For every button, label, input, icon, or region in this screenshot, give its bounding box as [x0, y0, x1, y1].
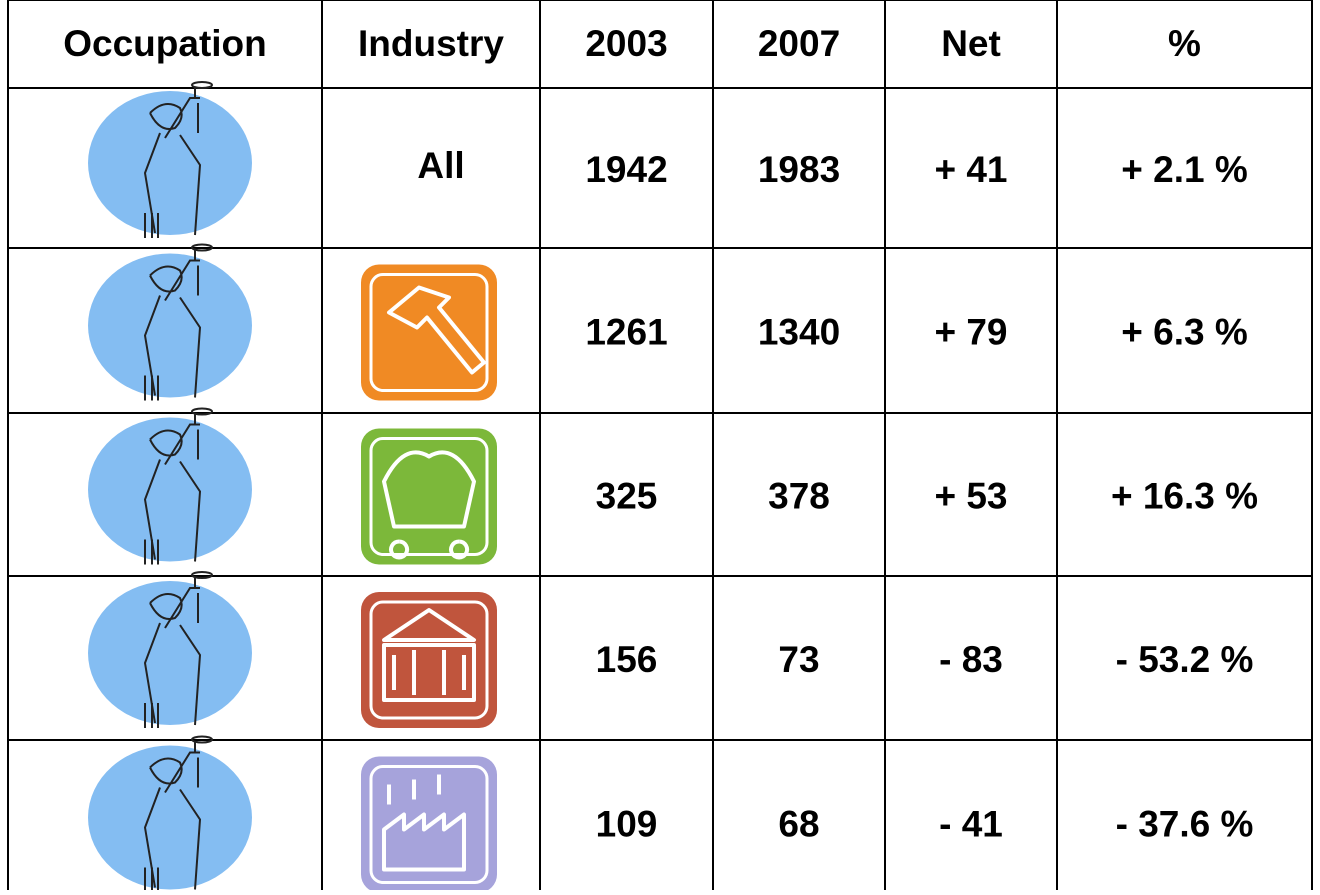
industry-icon	[361, 592, 497, 728]
icon-backdrop	[88, 418, 252, 562]
industry-icon	[361, 429, 497, 565]
page: {"table": { "header": ["Occupation", "In…	[0, 0, 1320, 890]
data-cell: - 41	[939, 803, 1003, 844]
header-cell: Occupation	[63, 23, 267, 64]
occupation-icon	[88, 409, 252, 565]
data-cell: 1942	[585, 149, 667, 190]
data-cell: 325	[596, 475, 658, 516]
icon-hat	[192, 409, 212, 415]
header-cell: 2007	[758, 23, 840, 64]
data-cell: 1261	[585, 311, 667, 352]
data-cell: - 37.6 %	[1116, 803, 1254, 844]
icon-tile	[361, 265, 497, 401]
data-cell: 68	[778, 803, 819, 844]
industry-cell: All	[417, 145, 464, 186]
data-cell: 156	[596, 639, 658, 680]
industry-icon	[361, 757, 497, 891]
icon-backdrop	[88, 91, 252, 235]
data-cell: + 2.1 %	[1121, 149, 1248, 190]
table: Occupation Industry 2003 2007 Net% All 1942 198…	[0, 0, 1320, 890]
icon-tile	[361, 429, 497, 565]
occupation-icon	[88, 572, 252, 728]
data-cell: + 6.3 %	[1121, 311, 1248, 352]
data-cell: + 41	[934, 149, 1007, 190]
icon-backdrop	[88, 254, 252, 398]
icon-hat	[192, 82, 212, 88]
occupation-icon	[88, 737, 252, 891]
industry-icon	[361, 265, 497, 401]
data-cell: 378	[768, 475, 830, 516]
header-cell: %	[1168, 23, 1201, 64]
icon-backdrop	[88, 746, 252, 890]
occupation-icon	[88, 82, 252, 238]
header-cell: Net	[941, 23, 1001, 64]
icon-backdrop	[88, 581, 252, 725]
data-cell: + 16.3 %	[1111, 475, 1258, 516]
data-cell: 73	[778, 639, 819, 680]
header-cell: 2003	[585, 23, 667, 64]
data-cell: - 53.2 %	[1116, 639, 1254, 680]
data-cell: 109	[596, 803, 658, 844]
header-cell: Industry	[358, 23, 504, 64]
data-cell: - 83	[939, 639, 1003, 680]
data-cell: + 53	[934, 475, 1007, 516]
occupation-icon	[88, 245, 252, 401]
data-cell: 1340	[758, 311, 840, 352]
data-cell: + 79	[934, 311, 1007, 352]
data-cell: 1983	[758, 149, 840, 190]
